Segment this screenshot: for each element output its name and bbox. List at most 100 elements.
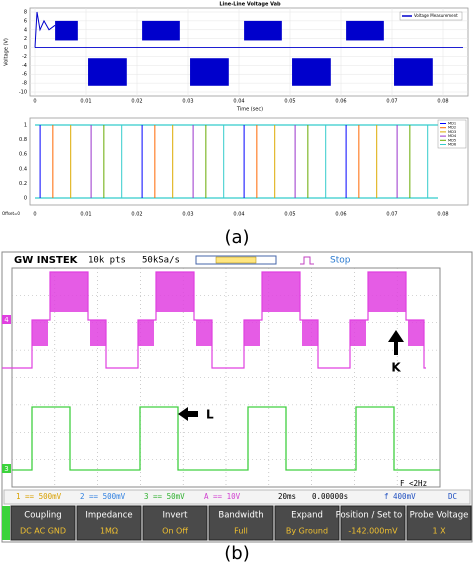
- x-tick-label: 0: [33, 212, 36, 218]
- menu-value: 1 X: [432, 527, 446, 536]
- y-tick-label: 6: [24, 18, 27, 24]
- y-tick-label: 0.8: [19, 137, 27, 143]
- menu-button[interactable]: [142, 505, 208, 541]
- menu-label: Invert: [163, 511, 189, 521]
- channel-marker: 4: [4, 316, 9, 324]
- status-text: 0.00000s: [312, 492, 348, 501]
- y-tick-label: 4: [24, 27, 27, 33]
- x-tick-label: 0.04: [233, 212, 244, 218]
- sample-rate: 50kSa/s: [142, 256, 180, 266]
- menu-label: Probe Voltage: [410, 511, 469, 521]
- startup-transient: [34, 11, 56, 48]
- memory-window: [215, 256, 257, 264]
- y-tick-label: 8: [24, 10, 27, 16]
- arrow-l: [178, 407, 198, 421]
- x-tick-label: 0.06: [335, 212, 346, 218]
- y-tick-label: 0: [24, 45, 27, 51]
- pwm-band-high: [156, 272, 194, 312]
- menu-label: Bandwidth: [218, 511, 263, 521]
- plot-frame: [29, 117, 469, 206]
- x-tick-label: 0.03: [182, 212, 193, 218]
- arrow-k: [388, 330, 404, 355]
- y-tick-label: 0: [24, 196, 27, 202]
- y-tick-label: -4: [22, 63, 27, 69]
- menu-label: Impedance: [85, 511, 132, 521]
- x-tick-label: 0.05: [284, 99, 295, 105]
- channel-marker-box: [2, 464, 11, 473]
- x-tick-label: 0.07: [386, 212, 397, 218]
- legend-label: MD3: [448, 130, 456, 134]
- x-tick-label: 0: [33, 99, 36, 105]
- status-text: 2 == 500mV: [80, 492, 126, 501]
- y-tick-label: -8: [22, 81, 27, 87]
- status-text: F <2Hz: [400, 479, 427, 488]
- y-tick-label: -10: [19, 90, 27, 96]
- y-tick-label: 0.4: [19, 166, 27, 172]
- status-text: 20ms: [278, 492, 296, 501]
- menu-value: By Ground: [286, 527, 328, 536]
- voltage-block: [142, 20, 180, 41]
- menu-button[interactable]: [208, 505, 274, 541]
- pwm-band-mid: [408, 320, 424, 346]
- legend-label: MD4: [448, 134, 457, 138]
- pwm-band-mid: [138, 320, 154, 346]
- x-tick-label: 0.01: [80, 99, 91, 105]
- menu-value: 1MΩ: [100, 527, 118, 536]
- status-text: 3 == 50mV: [144, 492, 185, 501]
- voltage-block: [394, 58, 433, 86]
- y-tick-label: 2: [24, 36, 27, 42]
- menu-tab: [2, 506, 10, 540]
- annotation: K: [391, 361, 401, 375]
- menu-button[interactable]: [10, 505, 76, 541]
- x-tick-label: 0.06: [335, 99, 346, 105]
- legend-label: Voltage Measurement: [414, 13, 458, 18]
- menu-value: Full: [234, 527, 248, 536]
- menu-value: On Off: [162, 527, 188, 536]
- y-tick-label: -6: [22, 72, 27, 78]
- y-tick-label: -2: [22, 54, 27, 60]
- plot-title: Line-Line Voltage Vab: [219, 2, 281, 8]
- pwm-band-mid: [90, 320, 106, 346]
- menu-label: Position / Set to 0: [336, 511, 411, 521]
- x-tick-label: 0.02: [131, 212, 142, 218]
- status-text: 1 == 500mV: [16, 492, 62, 501]
- pwm-trace: [2, 271, 108, 369]
- menu-label: Coupling: [24, 511, 61, 521]
- legend-box: [399, 11, 463, 21]
- pwm-band-mid: [302, 320, 318, 346]
- voltage-block: [190, 58, 229, 86]
- channel-marker-box: [2, 315, 11, 324]
- legend-label: MD5: [448, 138, 456, 142]
- x-axis-label: Time (sec): [236, 107, 263, 113]
- status-text: DC: [448, 492, 457, 501]
- annotation: L: [206, 408, 214, 422]
- legend-label: MD2: [448, 126, 456, 130]
- run-state: Stop: [330, 256, 351, 266]
- y-tick-label: 1: [24, 123, 27, 129]
- legend-label: MD6: [448, 143, 457, 147]
- pwm-band-high: [262, 272, 300, 312]
- y-tick-label: 0.6: [19, 152, 27, 158]
- caption: (b): [224, 543, 249, 564]
- menu-value: DC AC GND: [20, 527, 66, 536]
- legend-label: MD1: [448, 122, 456, 126]
- x-tick-label: 0.02: [131, 99, 142, 105]
- trigger-icon: [300, 256, 314, 265]
- y-tick-label: 0.2: [19, 181, 27, 187]
- x-tick-label: 0.03: [182, 99, 193, 105]
- legend-box: [437, 119, 467, 149]
- menu-button[interactable]: [406, 505, 472, 541]
- pwm-band-mid: [196, 320, 212, 346]
- caption: (a): [224, 227, 249, 248]
- menu-button[interactable]: [340, 505, 406, 541]
- voltage-block: [55, 20, 78, 41]
- menu-button[interactable]: [76, 505, 142, 541]
- menu-button[interactable]: [274, 505, 340, 541]
- x-tick-label: 0.08: [437, 99, 448, 105]
- voltage-block: [346, 20, 384, 41]
- menu-value: -142.000mV: [348, 527, 398, 536]
- pwm-trace: [108, 271, 214, 369]
- square-trace: [12, 406, 440, 471]
- status-text: A == 10V: [204, 492, 241, 501]
